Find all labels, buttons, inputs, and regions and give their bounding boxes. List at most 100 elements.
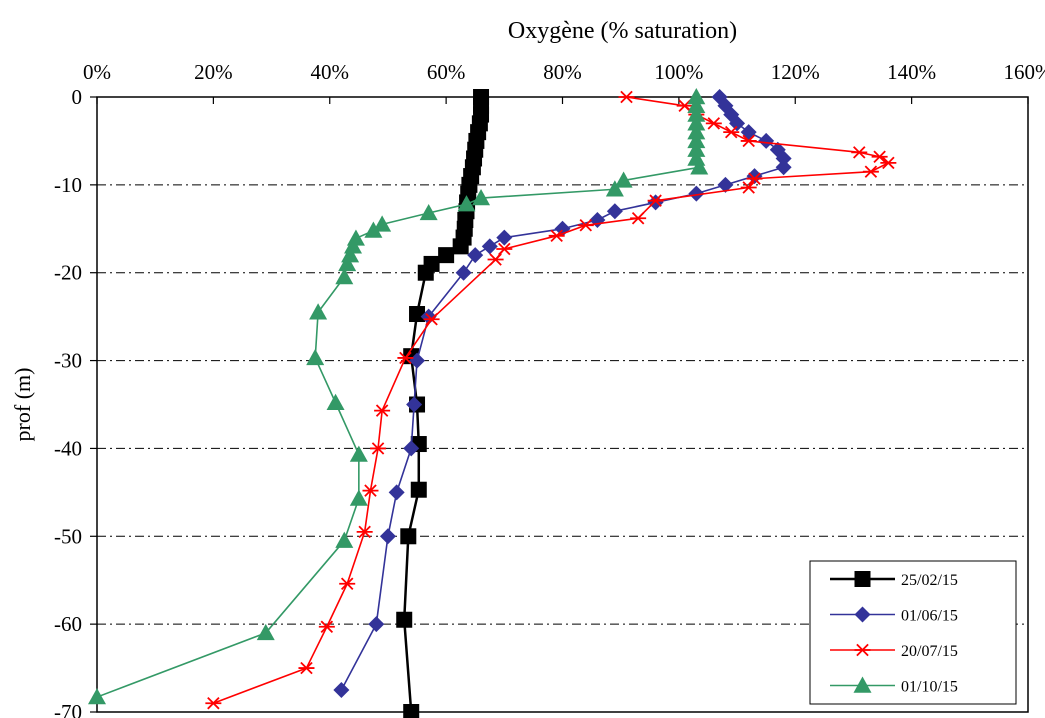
data-point	[417, 264, 434, 281]
data-point	[880, 156, 897, 170]
gridlines	[97, 184, 1028, 625]
data-point	[419, 203, 438, 221]
data-point	[379, 528, 396, 545]
data-point	[687, 96, 706, 113]
data-point	[256, 623, 275, 641]
data-point	[871, 150, 888, 163]
x-tick-label: 140%	[887, 60, 936, 84]
x-tick-label: 120%	[771, 60, 820, 84]
data-point	[647, 194, 664, 207]
data-point	[403, 704, 420, 718]
star-stroke	[649, 194, 662, 207]
data-point	[467, 247, 484, 264]
data-point	[397, 351, 414, 365]
series-3	[88, 88, 709, 705]
data-point	[577, 219, 594, 232]
data-point	[740, 134, 757, 148]
data-point	[729, 115, 746, 132]
legend-item: 20/07/15	[830, 643, 958, 660]
data-point	[496, 229, 513, 246]
data-point	[746, 172, 763, 185]
legend: 25/02/15 01/06/15 20/07/15 01/10/15	[809, 560, 1017, 705]
x-tick-label: 0%	[83, 60, 111, 84]
data-point	[373, 215, 392, 232]
data-point	[676, 99, 693, 113]
star-stroke	[375, 404, 389, 417]
data-point	[862, 165, 879, 178]
legend-label: 01/10/15	[901, 679, 958, 696]
data-point	[758, 132, 775, 149]
data-point	[335, 268, 354, 285]
star-stroke	[320, 620, 334, 634]
star-stroke	[364, 484, 377, 497]
star-stroke	[678, 99, 691, 113]
data-point	[455, 264, 472, 281]
data-point	[614, 171, 633, 188]
data-point	[688, 185, 705, 202]
legend-label: 01/06/15	[901, 608, 958, 625]
x-tick-label: 80%	[543, 60, 582, 84]
data-point	[349, 489, 368, 506]
data-point	[388, 484, 405, 501]
data-point	[88, 688, 106, 705]
data-point	[472, 189, 491, 206]
star-stroke	[725, 125, 738, 139]
star-stroke	[498, 242, 511, 256]
axis-ticks: 0% 20% 40% 60% 80% 100% 120% 140% 160% 0 -10 -20 -30…	[54, 60, 1045, 718]
data-point	[205, 696, 222, 710]
y-tick-label: -60	[54, 612, 82, 636]
series-1	[333, 89, 792, 699]
data-point	[438, 247, 455, 264]
star-stroke	[864, 165, 878, 178]
x-tick-label: 40%	[311, 60, 350, 84]
data-point	[687, 114, 706, 131]
y-tick-label: -30	[54, 349, 82, 373]
star-stroke	[742, 181, 755, 194]
y-tick-label: -40	[54, 436, 82, 460]
star-stroke	[579, 219, 593, 232]
x-tick-label: 60%	[427, 60, 466, 84]
y-tick-label: 0	[72, 85, 83, 109]
data-point	[452, 238, 469, 255]
data-point	[687, 123, 706, 140]
data-point	[687, 131, 706, 149]
data-point	[548, 229, 565, 243]
data-point	[374, 404, 391, 417]
data-point	[457, 195, 476, 212]
star-stroke	[340, 577, 354, 590]
data-point	[409, 306, 426, 323]
data-point	[605, 180, 624, 197]
data-point	[705, 117, 722, 130]
star-stroke	[358, 525, 371, 539]
data-point	[746, 168, 763, 185]
star-stroke	[371, 442, 385, 455]
y-tick-label: -70	[54, 700, 82, 718]
data-point	[423, 313, 440, 326]
y-tick-label: -20	[54, 261, 82, 285]
data-point	[338, 254, 357, 272]
star-stroke	[882, 156, 895, 170]
data-point	[851, 146, 868, 159]
series-line	[213, 96, 890, 704]
data-point	[723, 125, 740, 139]
data-point	[396, 611, 413, 628]
data-point	[356, 525, 373, 539]
legend-label: 25/02/15	[901, 572, 958, 589]
data-point	[318, 620, 335, 634]
star-stroke	[207, 696, 220, 710]
data-point	[740, 181, 757, 194]
star-stroke	[873, 150, 886, 163]
star-stroke	[707, 117, 721, 130]
data-point	[854, 571, 871, 587]
star-stroke	[620, 90, 633, 104]
data-point	[403, 440, 420, 457]
star-stroke	[489, 253, 502, 266]
data-point	[630, 212, 647, 225]
data-point	[326, 393, 345, 410]
star-stroke	[550, 229, 563, 243]
y-tick-label: -50	[54, 524, 82, 548]
data-point	[618, 90, 635, 104]
data-point	[335, 531, 354, 548]
data-point	[690, 158, 709, 175]
